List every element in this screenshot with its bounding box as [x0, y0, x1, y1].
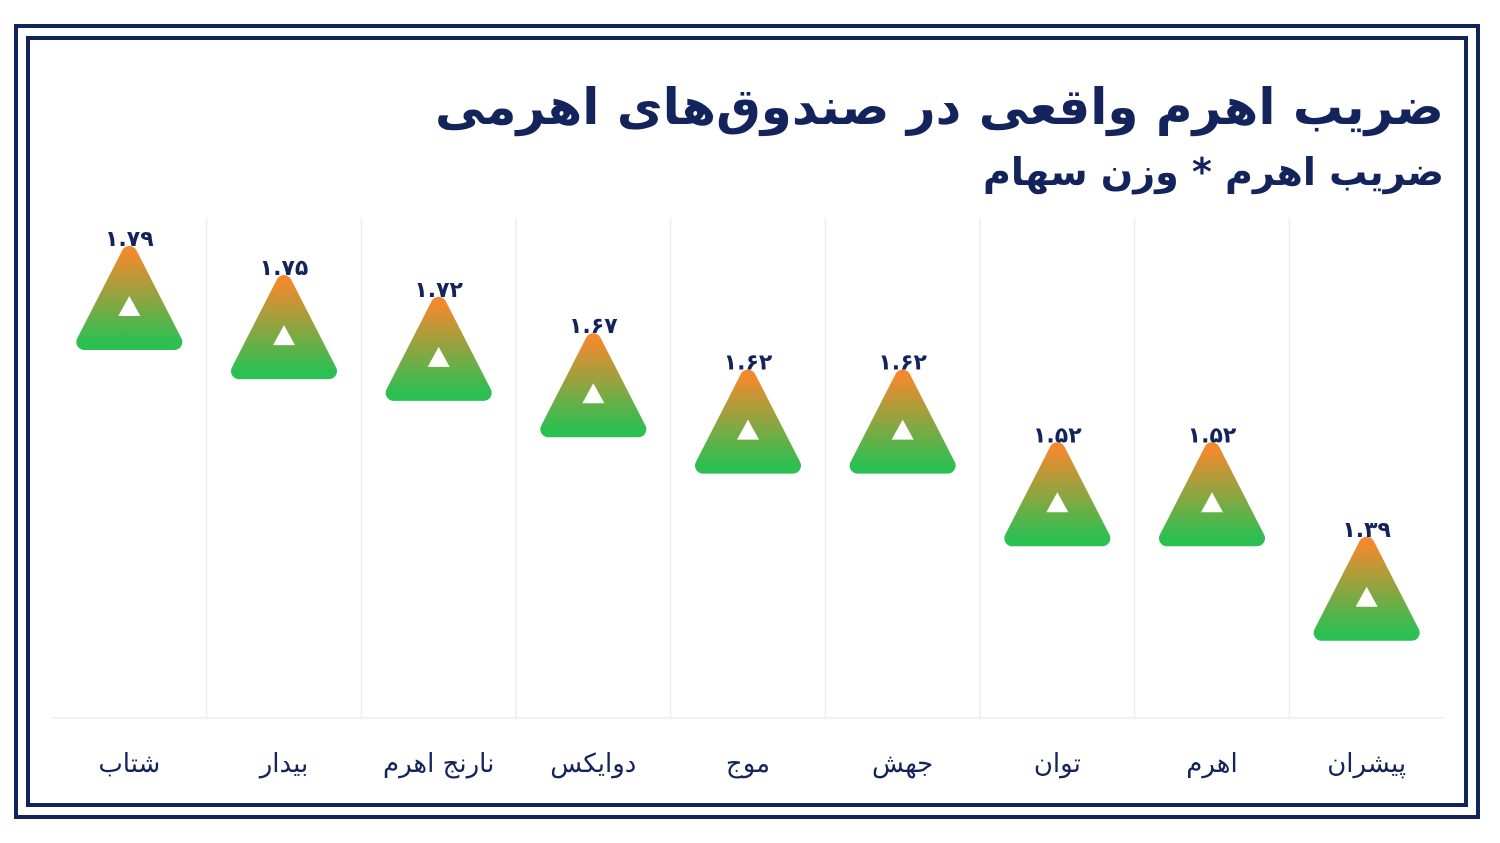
data-label: ۱.۶۷: [569, 314, 618, 339]
inner-frame: [26, 36, 1468, 807]
category-label: شتاب: [98, 749, 160, 779]
chart-subtitle: ضریب اهرم * وزن سهام: [982, 150, 1444, 194]
data-marker: [385, 296, 492, 401]
category-label: نارنج اهرم: [383, 749, 494, 779]
data-label: ۱.۶۲: [878, 351, 927, 376]
marker-inner-icon: [118, 296, 141, 316]
outer-frame: [14, 24, 1480, 819]
data-marker: [1313, 536, 1420, 641]
data-label: ۱.۵۲: [1188, 423, 1237, 448]
data-label: ۱.۶۲: [724, 351, 773, 376]
data-marker: [540, 333, 647, 438]
marker-inner-icon: [891, 419, 914, 440]
data-label: ۱.۷۲: [414, 278, 463, 303]
data-marker: [1004, 442, 1111, 547]
data-marker: [1159, 442, 1265, 547]
data-label: ۱.۵۲: [1033, 423, 1082, 448]
data-marker: [231, 275, 337, 380]
marker-inner-icon: [427, 346, 450, 367]
data-marker: [695, 369, 801, 474]
marker-inner-icon: [1046, 492, 1069, 513]
data-marker: [849, 369, 956, 474]
marker-inner-icon: [1201, 492, 1223, 513]
category-label: دوایکس: [550, 749, 636, 779]
category-label: اهرم: [1186, 749, 1237, 779]
data-label: ۱.۷۹: [105, 227, 154, 252]
category-label: توان: [1034, 749, 1081, 779]
category-label: جهش: [872, 749, 933, 779]
marker-inner-icon: [273, 325, 295, 346]
chart-title: ضریب اهرم واقعی در صندوق‌های اهرمی: [434, 78, 1444, 136]
marker-inner-icon: [582, 383, 605, 404]
category-label: موج: [726, 749, 770, 779]
category-label: بیدار: [258, 749, 309, 779]
data-label: ۱.۳۹: [1342, 518, 1391, 543]
data-label: ۱.۷۵: [260, 256, 309, 281]
data-marker: [76, 246, 183, 350]
marker-inner-icon: [737, 419, 759, 440]
category-label: پیشران: [1327, 749, 1406, 779]
marker-inner-icon: [1355, 586, 1378, 607]
